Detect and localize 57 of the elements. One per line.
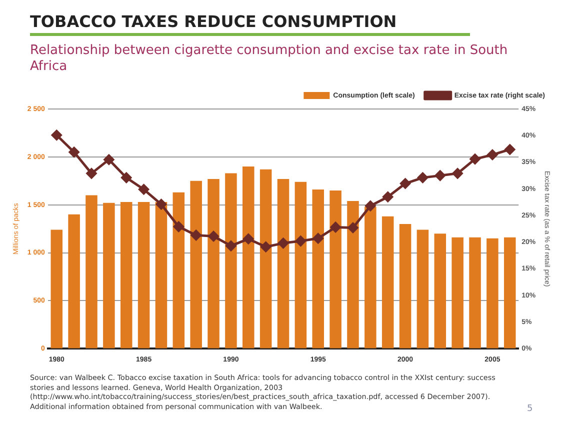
- point: [382, 192, 394, 202]
- bar: [364, 206, 376, 348]
- bar: [294, 182, 307, 348]
- point: [68, 146, 80, 158]
- point: [312, 233, 324, 244]
- point: [400, 178, 411, 189]
- point: [260, 242, 272, 252]
- point: [470, 154, 480, 164]
- bar: [155, 202, 168, 348]
- bar: [190, 180, 202, 348]
- bar: [452, 237, 464, 348]
- point: [138, 184, 150, 195]
- bar: [504, 237, 516, 348]
- chart-subtitle: Relationship between cigarette consumption and excise tax rate in South Africa: [30, 43, 509, 75]
- point: [226, 240, 236, 252]
- bar: [347, 201, 359, 348]
- point: [295, 236, 306, 246]
- chart-title: TOBACCO TAXES REDUCE CONSUMPTION: [30, 12, 470, 36]
- bar: [103, 202, 115, 348]
- point: [104, 154, 114, 165]
- point: [504, 144, 516, 155]
- text: 5: [527, 404, 533, 414]
- point: [278, 238, 289, 248]
- point: [156, 199, 166, 210]
- point: [86, 168, 97, 179]
- bar: [50, 230, 63, 348]
- point: [121, 172, 132, 183]
- point: [434, 170, 446, 181]
- point: [190, 230, 202, 240]
- point: [173, 221, 184, 232]
- point: [487, 150, 498, 160]
- point: [417, 172, 428, 183]
- bar: [486, 238, 498, 348]
- bar: [208, 178, 220, 348]
- bar: [225, 173, 237, 348]
- bar: [68, 214, 80, 348]
- bar: [260, 169, 272, 348]
- bar: [138, 202, 150, 348]
- bar: [277, 178, 290, 348]
- bar: [242, 166, 254, 348]
- bar: [120, 202, 132, 348]
- point: [243, 234, 254, 244]
- point: [330, 222, 341, 232]
- bar: [434, 234, 446, 348]
- point: [348, 222, 358, 233]
- point: [208, 231, 219, 242]
- bar: [469, 237, 481, 348]
- bar: [330, 190, 342, 348]
- bar: [172, 192, 185, 348]
- bar: [399, 224, 412, 348]
- bar: [416, 230, 429, 348]
- bar: [382, 216, 394, 348]
- bar: [312, 190, 324, 348]
- point: [365, 200, 376, 212]
- point: [452, 168, 463, 179]
- bar: [86, 195, 98, 348]
- point: [51, 130, 62, 140]
